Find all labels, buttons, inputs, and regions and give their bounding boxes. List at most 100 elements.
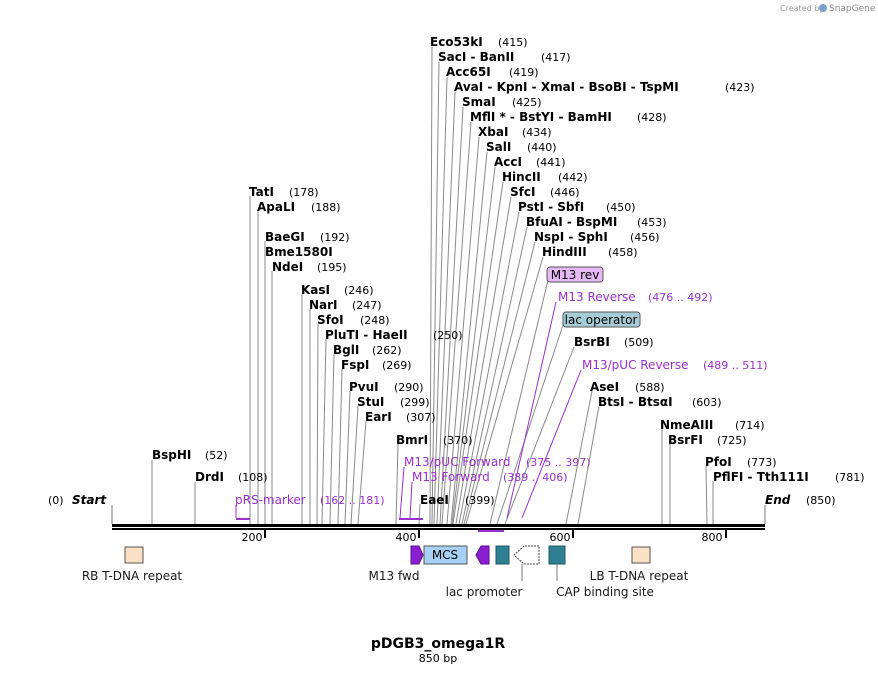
leader-fspi xyxy=(337,368,343,525)
rb-tdna-box[interactable] xyxy=(124,546,144,564)
site-stui[interactable]: StuI xyxy=(357,395,384,409)
site-pluti-haeii[interactable]: PluTI - HaeII xyxy=(325,328,408,342)
site-fspi[interactable]: FspI xyxy=(341,358,369,372)
site-sali[interactable]: SalI xyxy=(486,140,511,154)
mcs-label: MCS xyxy=(432,548,458,562)
leader-eari xyxy=(357,420,367,525)
primer-prs-marker[interactable]: pRS-marker xyxy=(235,493,306,507)
site-ndei-pos: (195) xyxy=(317,261,347,274)
site-saci-banii[interactable]: SacI - BanII xyxy=(438,50,514,64)
site-asei[interactable]: AseI xyxy=(590,380,619,394)
site-pluti-haeii-pos: (250) xyxy=(433,329,463,342)
site-eari[interactable]: EarI xyxy=(365,410,392,424)
site-bmri-pos: (370) xyxy=(443,434,473,447)
site-nmeaiii[interactable]: NmeAIII xyxy=(660,418,713,432)
leader-bfuai xyxy=(461,226,528,525)
site-eari-pos: (307) xyxy=(406,411,436,424)
site-tati[interactable]: TatI xyxy=(249,185,274,199)
mcs-box[interactable] xyxy=(423,545,468,565)
lb-tdna-label: LB T-DNA repeat xyxy=(590,569,689,583)
site-baegi-pos: (192) xyxy=(320,231,350,244)
tick-label-800: 800 xyxy=(702,531,723,544)
site-bgli[interactable]: BglI xyxy=(333,343,359,357)
site-bfuai-bspmi-pos: (453) xyxy=(637,216,667,229)
site-bsrfi[interactable]: BsrFI xyxy=(668,433,703,447)
site-bsrbi[interactable]: BsrBI xyxy=(574,335,610,349)
site-nspi-sphi[interactable]: NspI - SphI xyxy=(534,230,608,244)
leader-bmri xyxy=(395,443,399,525)
lac-promoter-label: lac promoter xyxy=(446,585,523,599)
site-acci[interactable]: AccI xyxy=(494,155,522,169)
site-hindiii[interactable]: HindIII xyxy=(542,245,587,259)
site-kasi-pos: (246) xyxy=(344,284,374,297)
site-apali[interactable]: ApaLI xyxy=(257,200,295,214)
site-fspi-pos: (269) xyxy=(382,359,412,372)
leader-smai xyxy=(439,106,464,525)
leader-sfoi xyxy=(316,323,319,525)
primer-m13-forward[interactable]: M13 Forward xyxy=(412,470,490,484)
site-pvui-pos: (290) xyxy=(394,381,424,394)
site-smai[interactable]: SmaI xyxy=(462,95,496,109)
site-nspi-sphi-pos: (456) xyxy=(630,231,660,244)
site-bsphi-pos: (52) xyxy=(205,449,228,462)
leader-pfoi xyxy=(705,465,708,525)
site-eaei[interactable]: EaeI xyxy=(420,493,449,507)
site-ndei[interactable]: NdeI xyxy=(272,260,303,274)
site-acc65i[interactable]: Acc65I xyxy=(446,65,491,79)
leader-eaei xyxy=(418,503,421,525)
map-title: pDGB3_omega1R xyxy=(371,636,505,652)
site-xbai[interactable]: XbaI xyxy=(478,125,508,139)
m13-rev-arrow[interactable] xyxy=(475,545,490,565)
site-pflfi-tth111i[interactable]: PflFI - Tth111I xyxy=(713,470,809,484)
leader-asei xyxy=(565,390,593,525)
site-sfoi[interactable]: SfoI xyxy=(317,313,344,327)
site-bmri[interactable]: BmrI xyxy=(396,433,428,447)
lac-operator-tag-box[interactable] xyxy=(562,311,641,328)
site-sfci[interactable]: SfcI xyxy=(510,185,535,199)
site-drdi-pos: (108) xyxy=(238,471,268,484)
site-baegi[interactable]: BaeGI xyxy=(265,230,305,244)
site-kasi[interactable]: KasI xyxy=(301,283,330,297)
site-mfli-group[interactable]: MflI * - BstYI - BamHI xyxy=(470,110,612,124)
credit-brand: SnapGene xyxy=(829,4,876,14)
site-pvui[interactable]: PvuI xyxy=(349,380,379,394)
cap-site-box[interactable] xyxy=(548,545,566,565)
lac-promoter-arrow[interactable] xyxy=(513,545,540,565)
site-psti-sbfi[interactable]: PstI - SbfI xyxy=(518,200,584,214)
site-pfoi[interactable]: PfoI xyxy=(705,455,732,469)
leader-saci xyxy=(431,61,440,525)
leader-mfli xyxy=(441,121,472,525)
site-avai-group[interactable]: AvaI - KpnI - XmaI - BsoBI - TspMI xyxy=(454,80,679,94)
lb-tdna-box[interactable] xyxy=(631,546,651,564)
site-btsi-btsai-pos: (603) xyxy=(692,396,722,409)
site-asei-pos: (588) xyxy=(635,381,665,394)
primer-m13-forward-pos: (389 .. 406) xyxy=(503,471,568,484)
site-nari[interactable]: NarI xyxy=(309,298,338,312)
site-hincii-pos: (442) xyxy=(558,171,588,184)
leader-psti xyxy=(458,211,520,525)
leader-hindiii xyxy=(465,256,544,525)
site-acci-pos: (441) xyxy=(536,156,566,169)
leader-acc65i xyxy=(433,76,448,525)
site-bfuai-bspmi[interactable]: BfuAI - BspMI xyxy=(526,215,617,229)
leader-eco53ki xyxy=(429,46,433,525)
m13-rev-tag-label: M13 rev xyxy=(551,268,600,282)
site-psti-sbfi-pos: (450) xyxy=(606,201,636,214)
primer-m13-reverse[interactable]: M13 Reverse xyxy=(558,290,636,304)
m13-rev-tag-box[interactable] xyxy=(546,266,604,283)
lac-operator-tag-label: lac operator xyxy=(565,313,638,327)
site-drdi[interactable]: DrdI xyxy=(195,470,224,484)
leader-lac-operator-tag xyxy=(496,324,564,525)
primer-m13puc-forward[interactable]: M13/pUC Forward xyxy=(404,455,511,469)
site-bsphi[interactable]: BspHI xyxy=(152,448,191,462)
site-hindiii-pos: (458) xyxy=(608,246,638,259)
site-eco53ki[interactable]: Eco53kI xyxy=(430,35,483,49)
site-bme1580i[interactable]: Bme1580I xyxy=(265,245,333,259)
primer-m13puc-reverse[interactable]: M13/pUC Reverse xyxy=(582,358,689,372)
site-hincii[interactable]: HincII xyxy=(502,170,541,184)
m13-fwd-arrow[interactable] xyxy=(410,545,424,565)
lac-operator-feature[interactable] xyxy=(495,545,510,565)
site-btsi-btsai[interactable]: BtsI - BtsαI xyxy=(598,395,673,409)
site-sfoi-pos: (248) xyxy=(360,314,390,327)
